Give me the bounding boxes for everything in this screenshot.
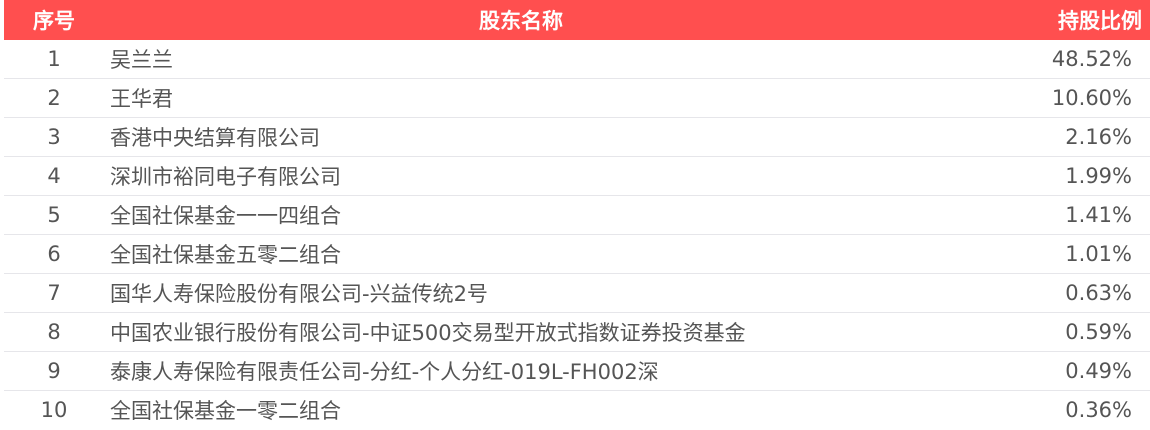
row-name: 香港中央结算有限公司	[104, 117, 932, 157]
row-name: 全国社保基金一一四组合	[104, 195, 932, 235]
row-name: 全国社保基金一零二组合	[110, 399, 341, 423]
table-row: 5 全国社保基金一一四组合 1.41%	[4, 195, 1150, 235]
row-name: 深圳市裕同电子有限公司	[104, 156, 932, 196]
table-row: 3 香港中央结算有限公司 2.16%	[4, 117, 1150, 157]
header-name: 股东名称	[104, 0, 932, 40]
row-index: 10	[40, 398, 68, 422]
table-header: 序号 股东名称 持股比例	[4, 0, 1150, 40]
row-index: 6	[4, 234, 104, 274]
table-row: 8 中国农业银行股份有限公司-中证500交易型开放式指数证券投资基金 0.59%	[4, 312, 1150, 352]
row-ratio: 10.60%	[932, 78, 1150, 118]
row-index: 4	[4, 156, 104, 196]
header-index: 序号	[4, 0, 104, 40]
row-ratio: 1.01%	[932, 234, 1150, 274]
shareholder-table: 序号 股东名称 持股比例 1 吴兰兰 48.52% 2 王华君 10.60% 3 香港中央结算…	[4, 0, 1150, 429]
row-ratio: 0.36%	[1065, 398, 1132, 422]
header-ratio: 持股比例	[932, 0, 1150, 40]
row-ratio: 48.52%	[932, 40, 1150, 79]
row-ratio: 0.63%	[932, 273, 1150, 313]
row-index: 3	[4, 117, 104, 157]
row-ratio: 1.99%	[932, 156, 1150, 196]
table-row: 4 深圳市裕同电子有限公司 1.99%	[4, 156, 1150, 196]
table-row: 2 王华君 10.60%	[4, 78, 1150, 118]
table-row: 10 全国社保基金一零二组合 0.36%	[4, 391, 1150, 430]
row-name: 国华人寿保险股份有限公司-兴益传统2号	[104, 273, 932, 313]
row-name: 泰康人寿保险有限责任公司-分红-个人分红-019L-FH002深	[104, 351, 932, 391]
row-index: 8	[4, 312, 104, 352]
row-name: 吴兰兰	[104, 40, 932, 79]
table-row: 1 吴兰兰 48.52%	[4, 40, 1150, 79]
row-index: 9	[4, 351, 104, 391]
table-row: 9 泰康人寿保险有限责任公司-分红-个人分红-019L-FH002深 0.49%	[4, 351, 1150, 391]
row-name: 中国农业银行股份有限公司-中证500交易型开放式指数证券投资基金	[104, 312, 932, 352]
row-index: 2	[4, 78, 104, 118]
table-row: 7 国华人寿保险股份有限公司-兴益传统2号 0.63%	[4, 273, 1150, 313]
row-ratio: 0.59%	[932, 312, 1150, 352]
row-ratio: 0.49%	[932, 351, 1150, 391]
table-row: 6 全国社保基金五零二组合 1.01%	[4, 234, 1150, 274]
row-name: 全国社保基金五零二组合	[104, 234, 932, 274]
row-ratio: 1.41%	[932, 195, 1150, 235]
row-index: 1	[4, 40, 104, 79]
row-ratio: 2.16%	[932, 117, 1150, 157]
row-index: 7	[4, 273, 104, 313]
row-index: 5	[4, 195, 104, 235]
row-name: 王华君	[104, 78, 932, 118]
